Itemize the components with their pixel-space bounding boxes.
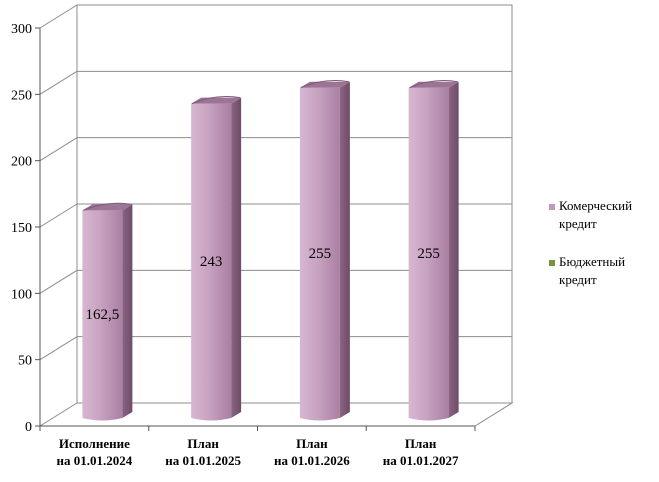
y-tick-label: 100 — [11, 287, 32, 302]
legend: Комерческий кредит Бюджетный кредит — [549, 198, 632, 287]
bar-front — [191, 103, 232, 421]
x-category-label: на 01.01.2027 — [383, 453, 459, 468]
bar-front — [408, 87, 449, 421]
y-tick-label: 0 — [25, 420, 32, 435]
gridline-diagonal — [39, 4, 78, 29]
gridline-diagonal — [39, 70, 78, 95]
bar: 243 — [191, 95, 242, 421]
legend-swatch — [549, 204, 555, 210]
bar-top-edge — [409, 80, 458, 89]
bar-front — [82, 210, 123, 421]
y-axis-ticks: 0 50 100 150 200 250 300 — [11, 22, 40, 435]
bar-side — [339, 81, 350, 418]
bar-top-edge — [191, 95, 241, 105]
legend-label: Комерческий — [559, 198, 632, 213]
bar-side — [122, 204, 133, 418]
y-tick-label: 150 — [11, 221, 32, 236]
bar-data-label: 255 — [417, 246, 440, 262]
gridline-diagonal — [39, 269, 78, 294]
bar-top-edge — [300, 80, 349, 89]
bar: 162,5 — [82, 202, 133, 421]
bar: 255 — [299, 80, 350, 421]
legend-label: кредит — [559, 272, 597, 287]
legend-label: кредит — [559, 216, 597, 231]
y-tick-label: 200 — [11, 155, 32, 170]
x-category-label: на 01.01.2026 — [274, 453, 350, 468]
gridline-diagonal — [39, 336, 78, 361]
x-category-label: на 01.01.2025 — [165, 453, 241, 468]
x-category-label: План — [405, 436, 437, 451]
y-tick-label: 250 — [11, 88, 32, 103]
bars: 162,5 243 255 255 — [82, 80, 459, 421]
bar-data-label: 255 — [309, 246, 332, 262]
legend-label: Бюджетный — [559, 254, 625, 269]
x-category-label: Исполнение — [59, 436, 130, 451]
x-category-label: План — [296, 436, 328, 451]
bar-data-label: 243 — [200, 254, 223, 270]
bar-data-label: 162,5 — [86, 307, 120, 323]
bar-side — [448, 81, 459, 418]
x-category-label: План — [187, 436, 219, 451]
gridline-diagonal — [39, 137, 78, 162]
legend-swatch — [549, 260, 555, 266]
bar-front — [299, 87, 340, 421]
bar: 255 — [408, 80, 459, 421]
bar-top-edge — [83, 202, 132, 211]
y-tick-label: 300 — [11, 22, 32, 37]
y-tick-label: 50 — [18, 354, 32, 369]
x-axis-labels: Исполнение на 01.01.2024 План на 01.01.2025… — [57, 436, 459, 468]
gridline-diagonal — [39, 203, 78, 228]
x-category-label: на 01.01.2024 — [57, 453, 133, 468]
bar-side — [231, 97, 242, 419]
